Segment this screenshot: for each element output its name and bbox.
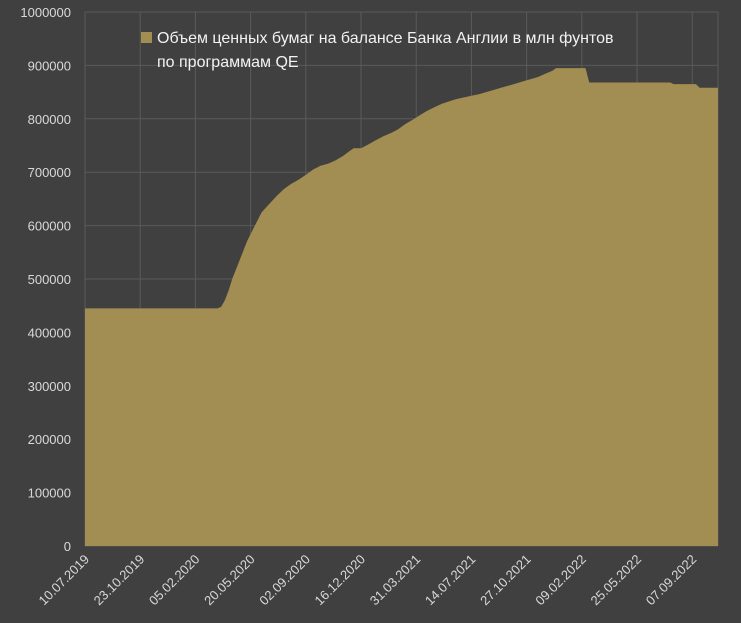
y-tick-label: 600000 (28, 219, 71, 234)
x-tick-label: 02.09.2020 (256, 552, 313, 609)
y-tick-label: 100000 (28, 486, 71, 501)
x-axis-tick-labels: 10.07.201923.10.201905.02.202020.05.2020… (35, 552, 699, 609)
y-tick-label: 0 (64, 539, 71, 554)
y-tick-label: 1000000 (20, 5, 71, 20)
series-area (85, 68, 718, 546)
x-tick-label: 20.05.2020 (201, 552, 258, 609)
x-tick-label: 16.12.2020 (312, 552, 369, 609)
y-tick-label: 400000 (28, 325, 71, 340)
x-tick-label: 07.09.2022 (643, 552, 700, 609)
x-tick-label: 25.05.2022 (588, 552, 645, 609)
x-tick-label: 31.03.2021 (367, 552, 424, 609)
x-tick-label: 09.02.2022 (532, 552, 589, 609)
x-tick-label: 10.07.2019 (35, 552, 92, 609)
x-tick-label: 23.10.2019 (91, 552, 148, 609)
x-tick-label: 14.07.2021 (422, 552, 479, 609)
y-tick-label: 900000 (28, 58, 71, 73)
y-axis-tick-labels: 0 100000 200000 300000 400000 500000 600000 700… (20, 5, 71, 554)
x-tick-label: 05.02.2020 (146, 552, 203, 609)
x-tick-label: 27.10.2021 (477, 552, 534, 609)
legend-swatch (141, 32, 152, 43)
legend: Объем ценных бумаг на балансе Банка Англ… (141, 30, 614, 71)
y-tick-label: 500000 (28, 272, 71, 287)
y-tick-label: 200000 (28, 432, 71, 447)
y-tick-label: 300000 (28, 379, 71, 394)
y-tick-label: 800000 (28, 112, 71, 127)
y-tick-label: 700000 (28, 165, 71, 180)
legend-label-line-1: Объем ценных бумаг на балансе Банка Англ… (157, 30, 614, 47)
legend-label-line-2: по программам QE (157, 54, 299, 71)
